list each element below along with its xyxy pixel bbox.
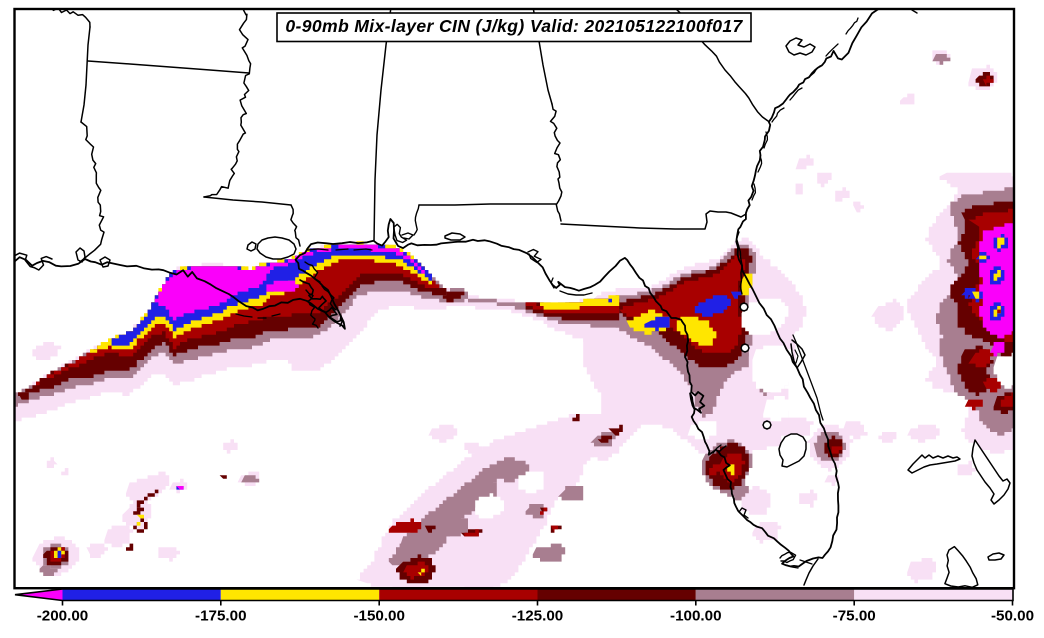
svg-text:-125.00: -125.00 bbox=[512, 608, 564, 625]
svg-text:-50.00: -50.00 bbox=[991, 608, 1034, 625]
svg-text:-75.00: -75.00 bbox=[833, 608, 876, 625]
svg-text:-100.00: -100.00 bbox=[670, 608, 722, 625]
svg-text:0-90mb Mix-layer CIN (J/kg) Va: 0-90mb Mix-layer CIN (J/kg) Valid: 20210… bbox=[285, 16, 743, 36]
svg-text:-150.00: -150.00 bbox=[353, 608, 405, 625]
svg-text:-200.00: -200.00 bbox=[37, 608, 89, 625]
svg-text:-175.00: -175.00 bbox=[195, 608, 247, 625]
